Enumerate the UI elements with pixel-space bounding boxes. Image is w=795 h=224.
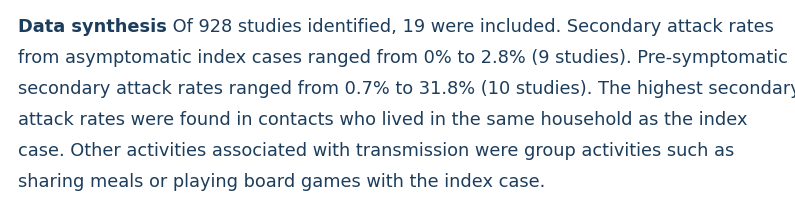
Text: attack rates were found in contacts who lived in the same household as the index: attack rates were found in contacts who …: [18, 111, 747, 129]
Text: from asymptomatic index cases ranged from 0% to 2.8% (9 studies). Pre-symptomati: from asymptomatic index cases ranged fro…: [18, 49, 788, 67]
Text: Data synthesis: Data synthesis: [18, 18, 167, 36]
Text: secondary attack rates ranged from 0.7% to 31.8% (10 studies). The highest secon: secondary attack rates ranged from 0.7% …: [18, 80, 795, 98]
Text: Of 928 studies identified, 19 were included. Secondary attack rates: Of 928 studies identified, 19 were inclu…: [167, 18, 774, 36]
Text: sharing meals or playing board games with the index case.: sharing meals or playing board games wit…: [18, 173, 545, 191]
Text: case. Other activities associated with transmission were group activities such a: case. Other activities associated with t…: [18, 142, 735, 160]
